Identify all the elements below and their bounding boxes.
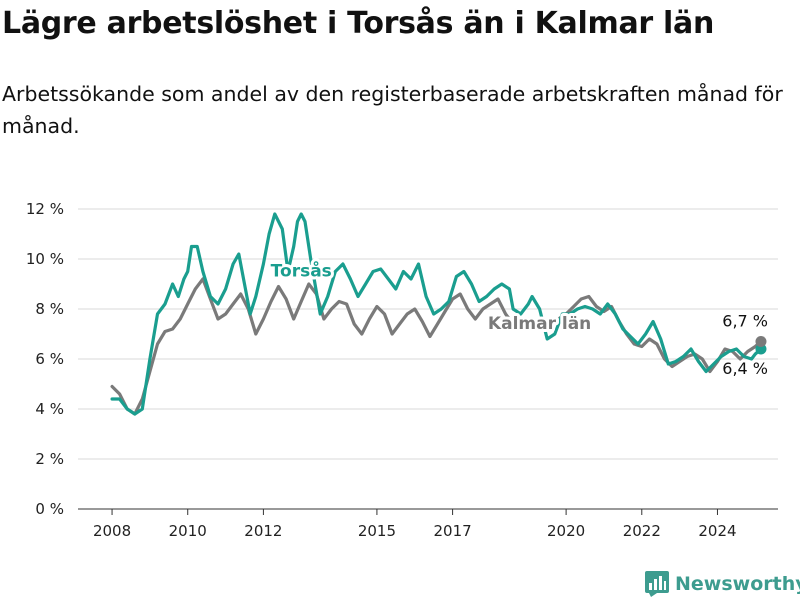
y-tick-label: 12 % [26, 200, 64, 218]
series-line-torsas [110, 212, 763, 416]
y-tick-label: 2 % [35, 450, 64, 468]
y-tick-label: 8 % [35, 300, 64, 318]
x-tick-label: 2022 [623, 522, 661, 540]
end-markers: 6,4 % 6,7 % [722, 312, 768, 379]
y-tick-label: 0 % [35, 500, 64, 518]
y-axis-ticks: 0 % 2 % 4 % 6 % 8 % 10 % 12 % [26, 200, 64, 518]
y-tick-label: 6 % [35, 350, 64, 368]
x-tick-label: 2024 [698, 522, 736, 540]
x-tick-label: 2010 [169, 522, 207, 540]
x-tick-label: 2015 [358, 522, 396, 540]
newsworthy-logo-icon [645, 571, 669, 597]
y-tick-label: 4 % [35, 400, 64, 418]
series-lines [110, 212, 763, 416]
series-line-kalmar [110, 277, 763, 416]
x-tick-label: 2020 [547, 522, 585, 540]
y-tick-label: 10 % [26, 250, 64, 268]
series-labels: Torsås Kalmar län [268, 257, 595, 338]
chart-subtitle: Arbetssökande som andel av den registerb… [2, 82, 783, 138]
x-axis-ticks: 2008 2010 2012 2015 2017 2020 2022 2024 [93, 509, 737, 540]
end-marker-kalmar [755, 336, 767, 347]
x-tick-label: 2008 [93, 522, 131, 540]
chart-title: Lägre arbetslöshet i Torsås än i Kalmar … [2, 6, 715, 41]
grid-lines [78, 208, 778, 510]
end-value-kalmar: 6,7 % [722, 312, 768, 331]
brand-name: Newsworthy [675, 573, 800, 595]
end-value-torsas: 6,4 % [722, 359, 768, 378]
series-label-kalmar: Kalmar län [488, 314, 591, 334]
x-tick-label: 2017 [434, 522, 472, 540]
x-tick-label: 2012 [244, 522, 282, 540]
brand-logo: Newsworthy [645, 569, 800, 599]
series-label-torsas: Torsås [271, 260, 332, 282]
